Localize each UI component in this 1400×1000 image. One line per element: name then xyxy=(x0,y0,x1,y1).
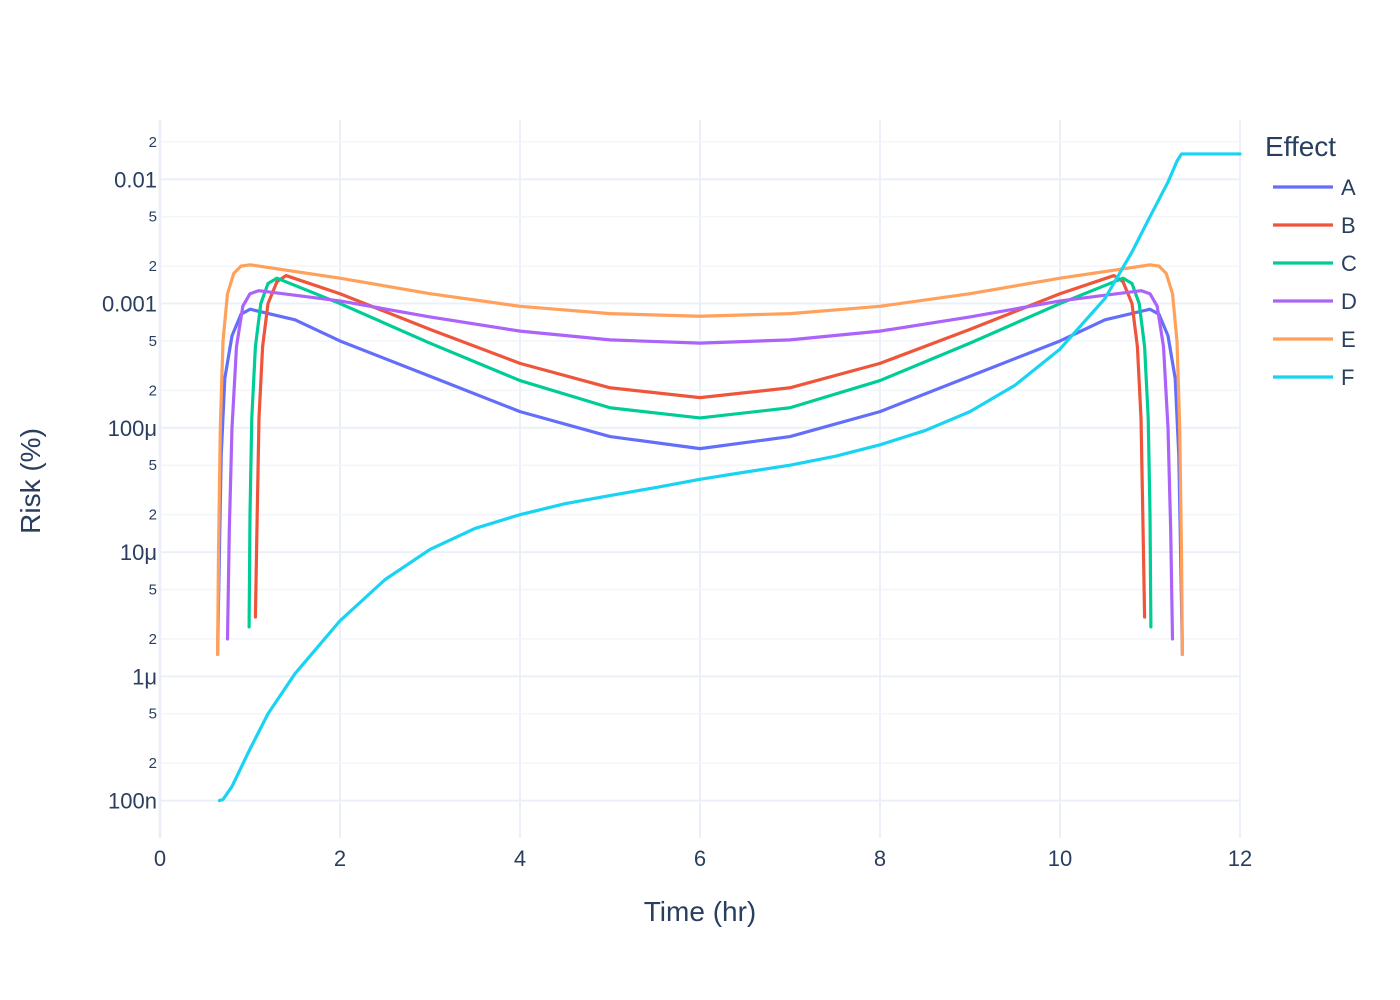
x-tick-label: 2 xyxy=(334,846,346,871)
y-minor-tick-label: 2 xyxy=(149,134,157,151)
y-major-tick-label: 100n xyxy=(108,789,157,814)
y-major-tick-label: 10μ xyxy=(120,540,157,565)
y-major-tick-label: 0.01 xyxy=(114,167,157,192)
series-layer xyxy=(216,152,1242,803)
x-tick-label: 0 xyxy=(154,846,166,871)
y-minor-tick-label: 5 xyxy=(149,209,157,226)
series-line-d xyxy=(225,289,1175,641)
x-tick-label: 12 xyxy=(1228,846,1252,871)
legend-label-e: E xyxy=(1341,327,1356,352)
y-minor-tick-label: 2 xyxy=(149,382,157,399)
y-axis: 2 5 2 5 2 5 2 5 2 5 2 100n 1μ 10μ 100μ 0.001 0.01 xyxy=(102,134,157,814)
y-major-tick-label: 100μ xyxy=(108,416,157,441)
legend-label-f: F xyxy=(1341,365,1354,390)
legend-label-c: C xyxy=(1341,251,1357,276)
legend-label-d: D xyxy=(1341,289,1357,314)
legend-title: Effect xyxy=(1265,131,1336,162)
x-tick-label: 4 xyxy=(514,846,526,871)
y-minor-tick-label: 5 xyxy=(149,581,157,598)
y-minor-tick-label: 2 xyxy=(149,507,157,524)
x-tick-label: 8 xyxy=(874,846,886,871)
legend-label-b: B xyxy=(1341,213,1356,238)
series-line-a xyxy=(216,307,1184,657)
y-minor-tick-label: 2 xyxy=(149,631,157,648)
series-line-c xyxy=(247,276,1153,629)
y-minor-tick-label: 2 xyxy=(149,755,157,772)
y-minor-tick-label: 5 xyxy=(149,333,157,350)
x-tick-label: 10 xyxy=(1048,846,1072,871)
series-line-e xyxy=(216,263,1184,657)
legend-label-a: A xyxy=(1341,175,1356,200)
series-line-f xyxy=(217,152,1242,803)
y-major-tick-label: 0.001 xyxy=(102,292,157,317)
y-minor-tick-label: 5 xyxy=(149,457,157,474)
x-tick-label: 6 xyxy=(694,846,706,871)
x-axis: 0 2 4 6 8 10 12 xyxy=(154,846,1252,871)
y-minor-tick-label: 5 xyxy=(149,706,157,723)
y-axis-title: Risk (%) xyxy=(15,428,46,534)
x-axis-title: Time (hr) xyxy=(644,896,757,927)
series-line-b xyxy=(253,273,1147,619)
y-minor-tick-label: 2 xyxy=(149,258,157,275)
y-major-tick-label: 1μ xyxy=(132,664,157,689)
